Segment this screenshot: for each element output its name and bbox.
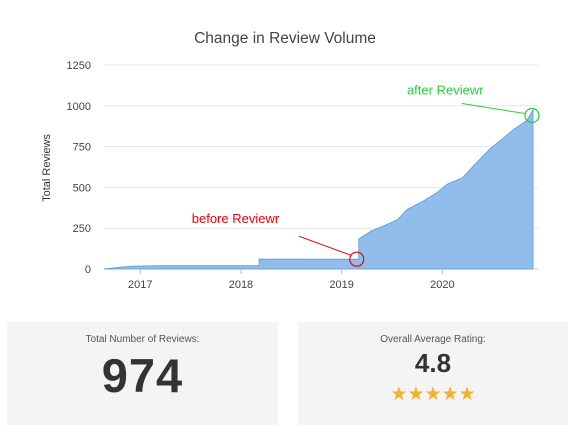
average-rating-label: Overall Average Rating: (380, 334, 486, 345)
star-icon: ★ (458, 384, 476, 405)
y-tick-label: 500 (73, 182, 91, 194)
star-icon: ★ (424, 384, 442, 405)
x-tick-label: 2019 (329, 279, 353, 291)
y-tick-label: 250 (73, 223, 91, 235)
annotations: before Reviewr after Reviewr (192, 83, 540, 267)
average-rating-value: 4.8 (414, 348, 452, 378)
after-annotation-label: after Reviewr (407, 83, 484, 98)
x-tick-labels: 2017 2018 2019 2020 (128, 269, 455, 291)
star-icon: ★ (441, 384, 459, 405)
total-reviews-card: Total Number of Reviews: 974 (7, 322, 278, 425)
y-tick-labels: 0 250 500 750 1000 1250 (67, 60, 91, 276)
y-tick-label: 750 (73, 142, 91, 154)
star-icon: ★ (407, 384, 425, 405)
rating-stars: ★★★★★ (298, 384, 568, 406)
chart-title: Change in Review Volume (194, 30, 376, 47)
after-marker-circle (524, 107, 540, 124)
star-icon: ★ (390, 384, 408, 405)
x-tick-label: 2020 (430, 279, 454, 291)
review-volume-chart: Change in Review Volume 0 250 500 750 1000 12… (41, 30, 540, 291)
average-rating-card: Overall Average Rating: 4.8 ★★★★★ (298, 322, 568, 425)
total-reviews-value: 974 (101, 349, 184, 402)
y-tick-label: 1250 (67, 60, 91, 72)
total-reviews-label: Total Number of Reviews: (85, 334, 200, 345)
area-fill (103, 108, 534, 270)
y-tick-label: 0 (85, 264, 91, 276)
x-tick-label: 2018 (229, 279, 253, 291)
after-pointer-line (461, 103, 526, 115)
before-pointer-line (298, 235, 351, 256)
before-annotation-label: before Reviewr (192, 211, 280, 226)
y-tick-label: 1000 (67, 101, 91, 113)
before-marker-circle (349, 251, 365, 267)
area-series (103, 108, 534, 270)
x-tick-label: 2017 (128, 279, 152, 291)
y-axis-label: Total Reviews (41, 134, 53, 202)
